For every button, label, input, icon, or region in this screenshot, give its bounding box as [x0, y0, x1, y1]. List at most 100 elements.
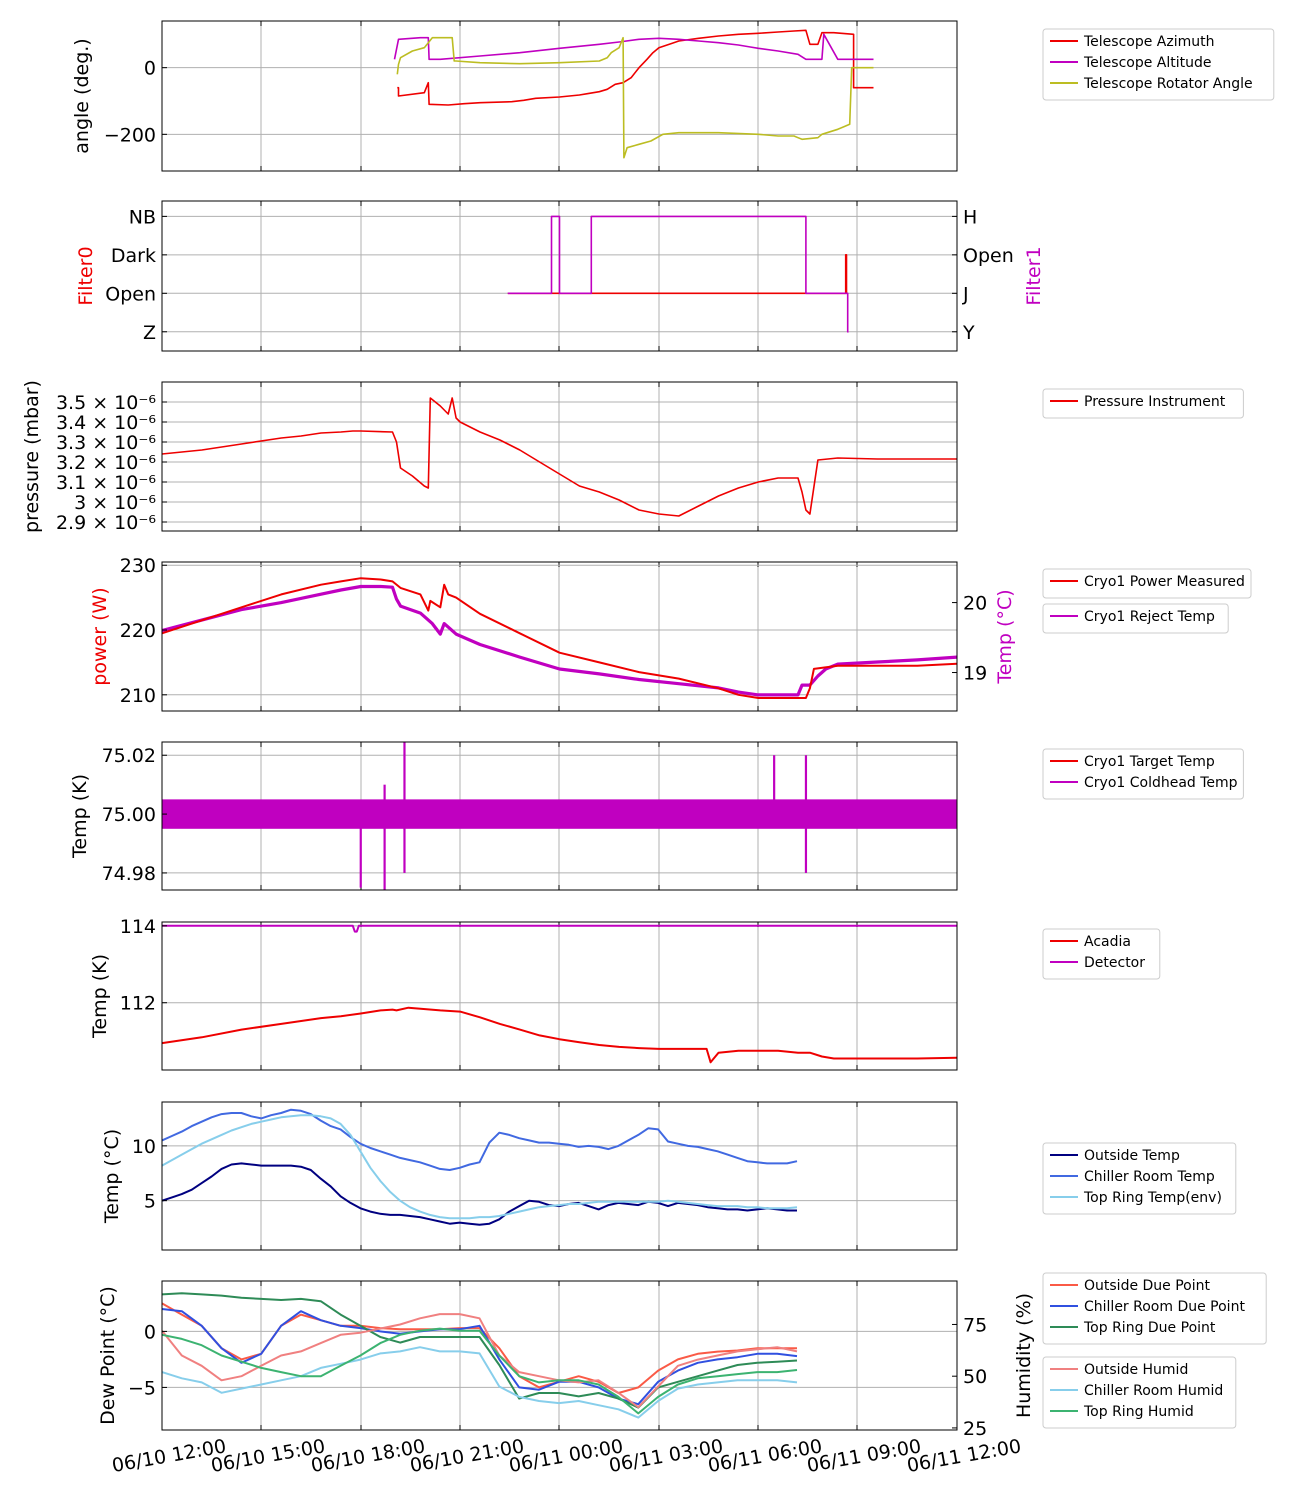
legend-item-outside-temp: Outside Temp — [1084, 1148, 1180, 1164]
legend — [1042, 1142, 1237, 1215]
series-acadia — [161, 1006, 958, 1064]
telescope-angle-panel: 0 −200 angle (deg.) Telescope Azimuth Telesc… — [71, 20, 1275, 172]
series-telescope-rotator-angle — [396, 36, 874, 159]
environment-temp-panel: 10 5 Temp (°C) Outside Temp Chiller Room Tem… — [101, 1101, 1237, 1251]
legend-item-cryo1-coldhead-temp: Cryo1 Coldhead Temp — [1084, 775, 1238, 791]
plot-frame — [161, 200, 958, 352]
y-tick-label-right: 25 — [963, 1418, 987, 1440]
cryo-temp-panel: 75.02 75.00 74.98 Temp (K) Cryo1 Target Temp… — [69, 741, 1244, 891]
y-tick-label: 3 × 10⁻⁶ — [74, 492, 156, 514]
legend — [1042, 748, 1244, 800]
legend — [1042, 388, 1244, 419]
y-tick-label: Dark — [111, 245, 156, 267]
cryo-power-panel: 230 220 210 20 19 power (W) Temp (°C) Cryo1 Pow… — [89, 555, 1252, 712]
legend-item-cryo1-target-temp: Cryo1 Target Temp — [1084, 754, 1215, 770]
y-axis-label: Temp (K) — [69, 774, 91, 859]
y-axis-label-right: Filter1 — [1023, 246, 1045, 305]
y-tick-label: 74.98 — [102, 863, 156, 885]
y-tick-label: 10 — [132, 1136, 156, 1158]
y-tick-label: 210 — [120, 685, 156, 707]
pressure-panel: 3.5 × 10⁻⁶3.4 × 10⁻⁶3.3 × 10⁻⁶3.2 × 10⁻⁶… — [21, 380, 1244, 534]
legend-item-telescope-rotator-angle: Telescope Rotator Angle — [1083, 76, 1253, 92]
legend — [1042, 568, 1252, 599]
y-axis-label: Temp (°C) — [101, 1129, 123, 1224]
y-tick-label: 0 — [144, 58, 156, 80]
y-axis-label: pressure (mbar) — [21, 380, 43, 533]
series-telescope-azimuth — [397, 29, 874, 106]
legend-item-cryo1-reject-temp: Cryo1 Reject Temp — [1084, 609, 1215, 625]
y-tick-label: 5 — [144, 1191, 156, 1213]
y-tick-label: NB — [129, 206, 156, 228]
legend — [1042, 603, 1229, 634]
legend — [1042, 28, 1275, 101]
plot-frame — [161, 381, 958, 532]
series-outside-humid — [161, 1313, 798, 1409]
plot-frame — [161, 20, 958, 172]
series-chiller-room-humid — [161, 1346, 798, 1419]
series-cryo1-coldhead-temp-band — [162, 799, 957, 829]
y-axis-label: Temp (K) — [89, 954, 111, 1039]
series-top-ring-humid — [161, 1327, 798, 1415]
series-filter1 — [507, 215, 849, 333]
series-top-ring-temp-env — [161, 1114, 798, 1220]
legend-item-top-ring-due-point: Top Ring Due Point — [1083, 1320, 1216, 1336]
series-chiller-room-temp — [161, 1108, 798, 1171]
series-top-ring-due-point — [161, 1292, 798, 1409]
legend-item-top-ring-humid: Top Ring Humid — [1083, 1404, 1194, 1420]
y-axis-label-left: Filter0 — [75, 246, 97, 305]
y-tick-label: 3.2 × 10⁻⁶ — [56, 452, 156, 474]
y-tick-label: 3.5 × 10⁻⁶ — [56, 392, 156, 414]
legend-item-top-ring-temp-env: Top Ring Temp(env) — [1083, 1190, 1222, 1206]
legend-item-chiller-room-due-point: Chiller Room Due Point — [1084, 1299, 1245, 1315]
dewpoint-humidity-panel: 0 −5 75 50 25 Dew Point (°C) Humidity (%) Outsi… — [97, 1272, 1267, 1440]
series-pressure-instrument — [161, 397, 957, 517]
series-outside-due-point — [161, 1302, 797, 1394]
y-tick-label-right: Y — [962, 322, 975, 344]
y-tick-label-right: Open — [963, 245, 1014, 267]
plot-frame — [161, 741, 958, 891]
acadia-detector-panel: 114 112 Temp (K) Acadia Detector — [89, 916, 1161, 1071]
y-axis-label: angle (deg.) — [71, 38, 93, 153]
legend-item-telescope-altitude: Telescope Altitude — [1083, 55, 1212, 71]
y-axis-label-right: Temp (°C) — [994, 589, 1016, 684]
legend-item-pressure-instrument: Pressure Instrument — [1084, 394, 1226, 410]
filter-panel: NB Dark Open Z H Open JY Filter0 Filter1 — [75, 200, 1045, 352]
series-telescope-altitude — [393, 33, 874, 61]
legend-item-chiller-room-humid: Chiller Room Humid — [1084, 1383, 1223, 1399]
y-tick-label: Open — [105, 283, 156, 305]
y-tick-label-right: 75 — [963, 1314, 987, 1336]
y-tick-label: 2.9 × 10⁻⁶ — [56, 512, 156, 534]
y-tick-label-right: 50 — [963, 1366, 987, 1388]
legend-item-chiller-room-temp: Chiller Room Temp — [1084, 1169, 1215, 1185]
x-tick-label: 06/11 12:00 — [905, 1435, 1023, 1477]
series-chiller-room-due-point — [161, 1308, 798, 1406]
y-tick-label: −5 — [128, 1377, 156, 1399]
series-detector — [162, 924, 957, 933]
legend-item-detector: Detector — [1084, 955, 1145, 971]
y-tick-label: 75.00 — [102, 804, 156, 826]
plot-frame — [161, 921, 958, 1071]
plot-frame — [161, 561, 958, 712]
plot-frame — [161, 1280, 958, 1431]
legend — [1042, 1356, 1237, 1429]
series-outside-temp — [161, 1162, 797, 1226]
y-axis-label-right: Humidity (%) — [1013, 1293, 1035, 1418]
legend-item-outside-due-point: Outside Due Point — [1084, 1278, 1211, 1294]
y-tick-label-right: 20 — [963, 593, 987, 615]
y-tick-label: −200 — [104, 124, 156, 146]
series-cryo1-reject-temp — [161, 584, 958, 697]
y-tick-label: 114 — [120, 916, 156, 938]
y-tick-label: 3.4 × 10⁻⁶ — [56, 412, 156, 434]
plot-frame — [161, 1101, 958, 1251]
y-axis-label-left: Dew Point (°C) — [97, 1286, 119, 1425]
y-axis-label-left: power (W) — [89, 587, 111, 685]
legend-item-cryo1-power-measured: Cryo1 Power Measured — [1084, 574, 1245, 590]
y-tick-label: 75.02 — [102, 745, 156, 767]
y-tick-label: 112 — [120, 993, 156, 1015]
y-tick-label: 3.3 × 10⁻⁶ — [56, 432, 156, 454]
legend-item-acadia: Acadia — [1084, 934, 1131, 950]
legend-item-outside-humid: Outside Humid — [1084, 1362, 1188, 1378]
y-tick-label: 220 — [120, 620, 156, 642]
